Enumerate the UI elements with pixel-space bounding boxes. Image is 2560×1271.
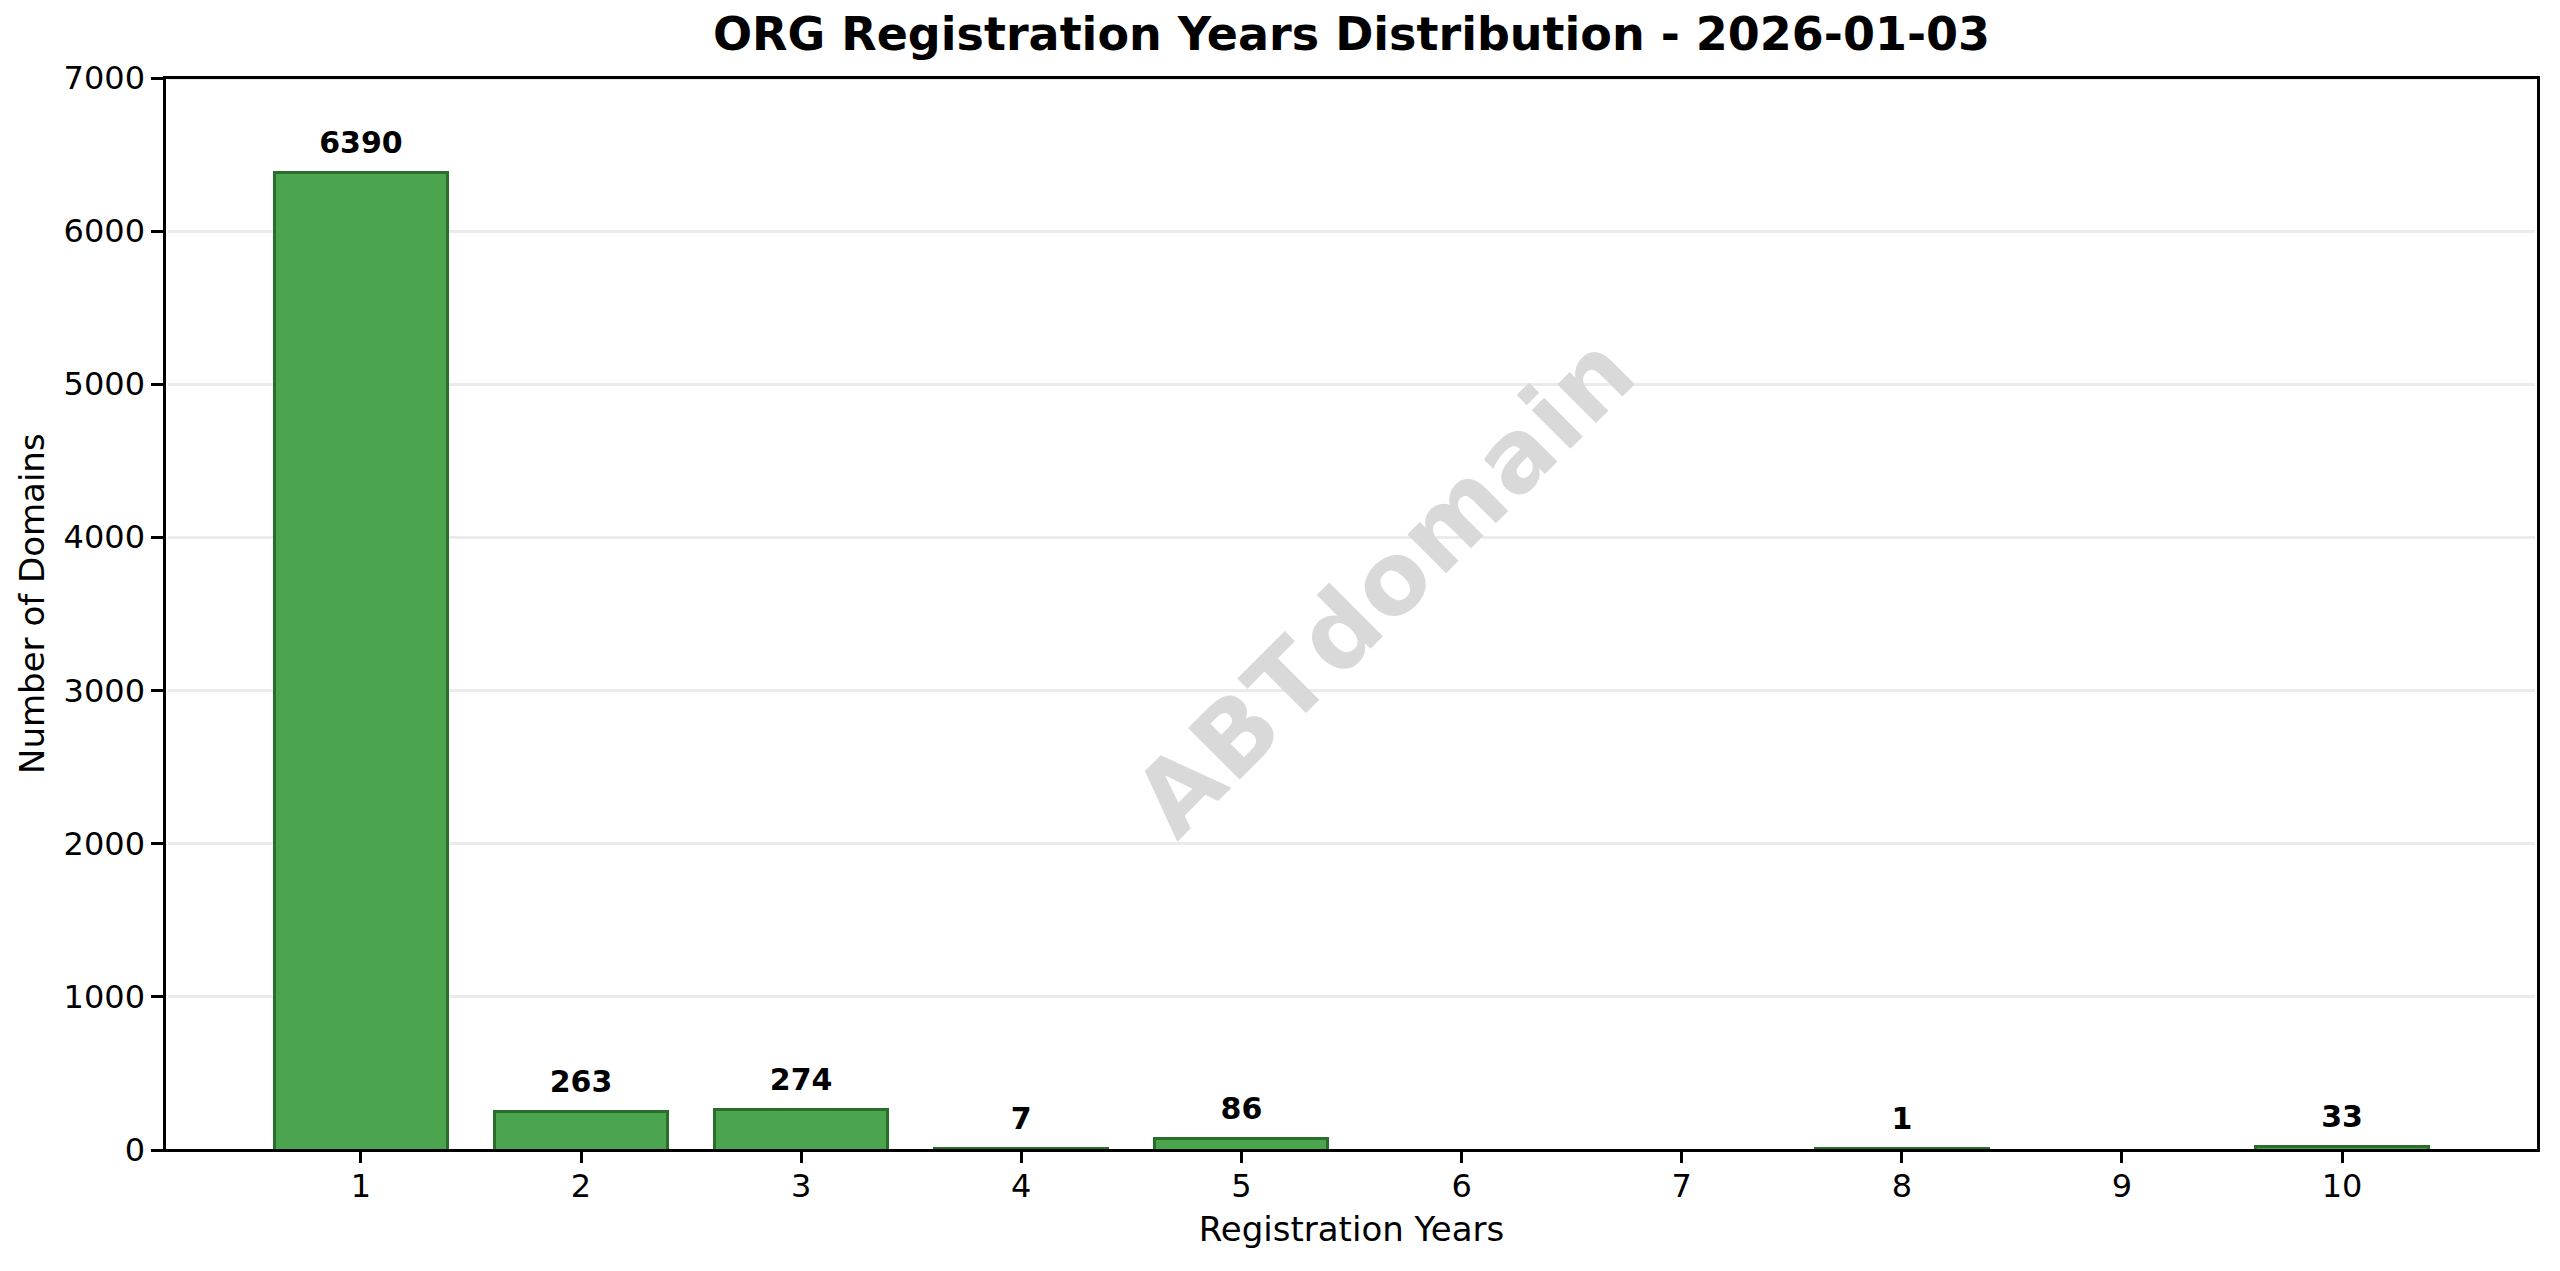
x-tick — [1460, 1150, 1463, 1163]
x-tick — [1020, 1150, 1023, 1163]
bar-value-label: 263 — [481, 1064, 681, 1100]
x-tick — [2120, 1150, 2123, 1163]
bar — [713, 1108, 889, 1150]
x-tick — [359, 1150, 362, 1163]
y-tick — [151, 536, 164, 539]
bar-value-label: 1 — [1802, 1101, 2002, 1137]
bar-value-label: 274 — [701, 1062, 901, 1098]
y-tick — [151, 1149, 164, 1152]
bar-value-label: 6390 — [261, 125, 461, 161]
y-tick — [151, 230, 164, 233]
bar — [273, 171, 449, 1150]
gridline — [168, 995, 2535, 998]
x-tick-label: 9 — [2062, 1166, 2182, 1206]
x-tick-label: 8 — [1842, 1166, 1962, 1206]
y-tick-label: 2000 — [15, 824, 145, 864]
y-tick-label: 4000 — [15, 517, 145, 557]
y-tick-label: 1000 — [15, 977, 145, 1017]
x-tick — [800, 1150, 803, 1163]
x-axis-label: Registration Years — [165, 1208, 2538, 1250]
y-tick — [151, 842, 164, 845]
x-tick-label: 5 — [1181, 1166, 1301, 1206]
y-tick — [151, 383, 164, 386]
y-tick-label: 5000 — [15, 364, 145, 404]
x-tick — [580, 1150, 583, 1163]
y-axis-label: Number of Domains — [11, 454, 53, 774]
bar-value-label: 86 — [1141, 1091, 1341, 1127]
y-tick — [151, 689, 164, 692]
x-tick-label: 6 — [1402, 1166, 1522, 1206]
y-tick-label: 3000 — [15, 671, 145, 711]
x-tick-label: 4 — [961, 1166, 1081, 1206]
bar — [493, 1110, 669, 1150]
gridline — [168, 77, 2535, 80]
y-tick — [151, 995, 164, 998]
bar-value-label: 7 — [921, 1101, 1121, 1137]
gridline — [168, 383, 2535, 386]
chart-title: ORG Registration Years Distribution - 20… — [165, 6, 2538, 62]
gridline — [168, 230, 2535, 233]
x-tick-label: 3 — [741, 1166, 861, 1206]
y-tick — [151, 77, 164, 80]
gridline — [168, 842, 2535, 845]
x-tick — [1240, 1150, 1243, 1163]
x-tick — [1680, 1150, 1683, 1163]
y-tick-label: 6000 — [15, 211, 145, 251]
x-tick-label: 2 — [521, 1166, 641, 1206]
x-tick — [1900, 1150, 1903, 1163]
figure: ORG Registration Years Distribution - 20… — [0, 0, 2560, 1271]
bar — [1153, 1137, 1329, 1150]
x-tick-label: 7 — [1622, 1166, 1742, 1206]
y-tick-label: 0 — [15, 1130, 145, 1170]
watermark: ABTdomain — [1111, 380, 1592, 861]
y-tick-label: 7000 — [15, 58, 145, 98]
x-tick-label: 1 — [301, 1166, 421, 1206]
bar-value-label: 33 — [2242, 1099, 2442, 1135]
x-tick-label: 10 — [2282, 1166, 2402, 1206]
x-tick — [2341, 1150, 2344, 1163]
